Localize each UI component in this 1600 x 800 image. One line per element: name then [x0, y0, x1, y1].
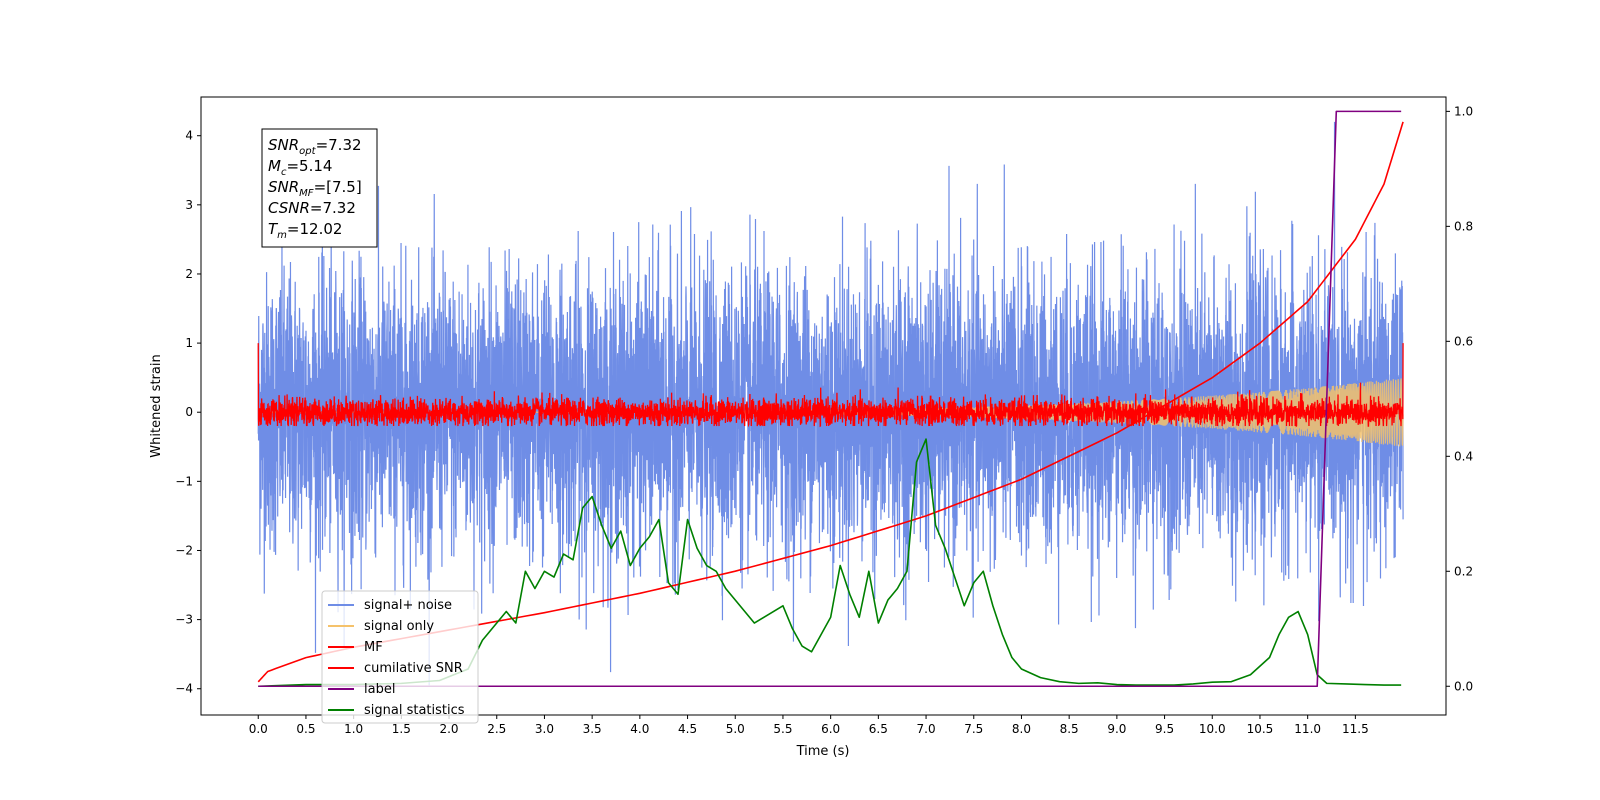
x-tick-label: 10.5 [1247, 722, 1274, 736]
x-tick-label: 7.5 [964, 722, 983, 736]
y-tick-label: 1 [185, 336, 193, 350]
x-tick-label: 11.5 [1342, 722, 1369, 736]
legend-entry: signal statistics [364, 703, 465, 718]
series-label [258, 110, 1402, 688]
x-axis-label: Time (s) [796, 744, 850, 759]
x-tick-label: 6.0 [821, 722, 840, 736]
x-tick-label: 0.0 [249, 722, 268, 736]
annotation-line: Mc=5.14 [268, 157, 332, 178]
legend: signal+ noise signal only MF cumilative SNR… [321, 590, 479, 724]
annotation-line: SNRopt=7.32 [268, 136, 362, 157]
y-tick-label: −1 [175, 474, 193, 488]
x-tick-label: 1.5 [392, 722, 411, 736]
axis-ticks: 0.0 0.5 1.0 1.5 2.0 2.5 3.0 3.5 4.0 4.5 5.0 5.5 6.0 6… [175, 104, 1473, 736]
y2-tick-label: 0.6 [1454, 334, 1473, 348]
y-tick-label: −2 [175, 543, 193, 557]
annotation-line: SNRMF=[7.5] [268, 178, 362, 199]
legend-entry: signal only [364, 619, 434, 634]
x-tick-label: 1.0 [344, 722, 363, 736]
legend-entry: label [364, 682, 395, 697]
x-tick-label: 8.5 [1060, 722, 1079, 736]
x-tick-label: 8.0 [1012, 722, 1031, 736]
x-tick-label: 11.0 [1294, 722, 1321, 736]
y-tick-label: 4 [185, 129, 193, 143]
y2-tick-label: 0.0 [1454, 679, 1473, 693]
series-mf [257, 343, 1404, 428]
x-tick-label: 3.5 [583, 722, 602, 736]
y-axis-label: Whitened strain [149, 354, 164, 457]
x-tick-label: 3.0 [535, 722, 554, 736]
legend-entry: signal+ noise [364, 598, 452, 613]
x-tick-label: 10.0 [1199, 722, 1226, 736]
x-tick-label: 0.5 [296, 722, 315, 736]
x-tick-label: 9.5 [1155, 722, 1174, 736]
y-tick-label: −3 [175, 613, 193, 627]
x-tick-label: 4.5 [678, 722, 697, 736]
series-signal-noise [257, 121, 1404, 686]
y-tick-label: 2 [185, 267, 193, 281]
x-tick-label: 9.0 [1107, 722, 1126, 736]
y-tick-label: −4 [175, 682, 193, 696]
y2-tick-label: 0.4 [1454, 449, 1473, 463]
x-tick-label: 5.0 [726, 722, 745, 736]
y2-tick-label: 0.2 [1454, 564, 1473, 578]
x-tick-label: 5.5 [773, 722, 792, 736]
legend-frame [321, 590, 479, 724]
y2-tick-label: 1.0 [1454, 104, 1473, 118]
x-tick-label: 6.5 [869, 722, 888, 736]
x-tick-label: 2.0 [439, 722, 458, 736]
series-signal-statistics [258, 438, 1402, 688]
y-tick-label: 3 [185, 198, 193, 212]
annotation-frame [261, 128, 378, 248]
plot-frame [200, 96, 1447, 716]
x-tick-label: 4.0 [630, 722, 649, 736]
y-tick-label: 0 [185, 405, 193, 419]
annotation-line: CSNR=7.32 [268, 199, 356, 217]
legend-entry: MF [364, 640, 383, 655]
x-tick-label: 2.5 [487, 722, 506, 736]
legend-entry: cumilative SNR [364, 661, 463, 676]
x-tick-label: 7.0 [917, 722, 936, 736]
y2-tick-label: 0.8 [1454, 219, 1473, 233]
annotation-line: Tm=12.02 [268, 220, 342, 241]
